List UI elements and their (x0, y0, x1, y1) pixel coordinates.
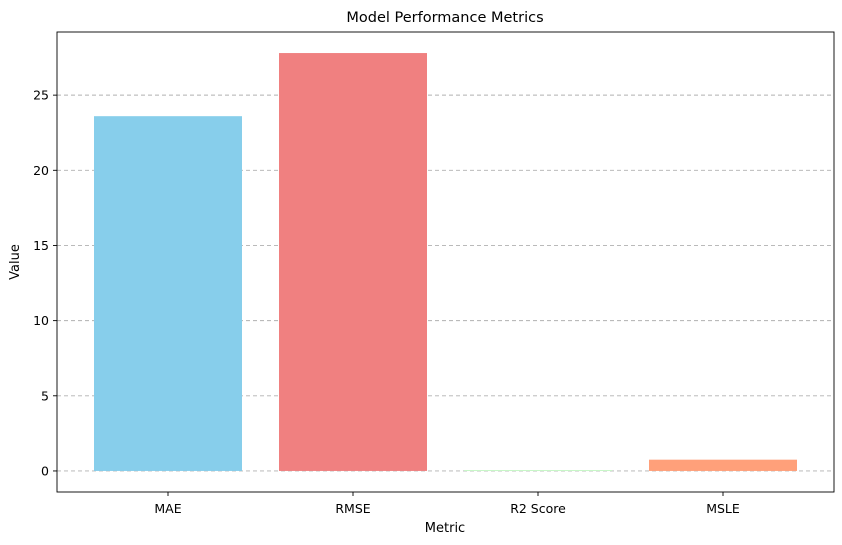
plot-frame (56, 31, 835, 493)
x-tick-label: R2 Score (510, 501, 566, 516)
x-axis-label: Metric (425, 521, 465, 536)
bar-rmse (279, 53, 427, 471)
x-axis-ticks: MAE RMSE R2 Score MSLE (154, 492, 740, 516)
y-axis-ticks: 0 5 10 15 20 25 (33, 88, 57, 478)
bar-msle (649, 459, 797, 471)
y-tick-label: 10 (33, 313, 49, 328)
bar-r2-score (464, 470, 612, 472)
y-tick-label: 25 (33, 88, 49, 103)
y-tick-label: 15 (33, 238, 49, 253)
y-tick-label: 20 (33, 163, 49, 178)
x-tick-label: RMSE (335, 501, 370, 516)
x-tick-label: MAE (154, 501, 181, 516)
y-tick-label: 0 (41, 463, 49, 478)
y-axis-label: Value (8, 244, 23, 280)
y-tick-label: 5 (41, 388, 49, 403)
bar-mae (94, 116, 242, 471)
x-tick-label: MSLE (706, 501, 740, 516)
bars (94, 53, 797, 472)
chart-title: Model Performance Metrics (346, 10, 543, 26)
